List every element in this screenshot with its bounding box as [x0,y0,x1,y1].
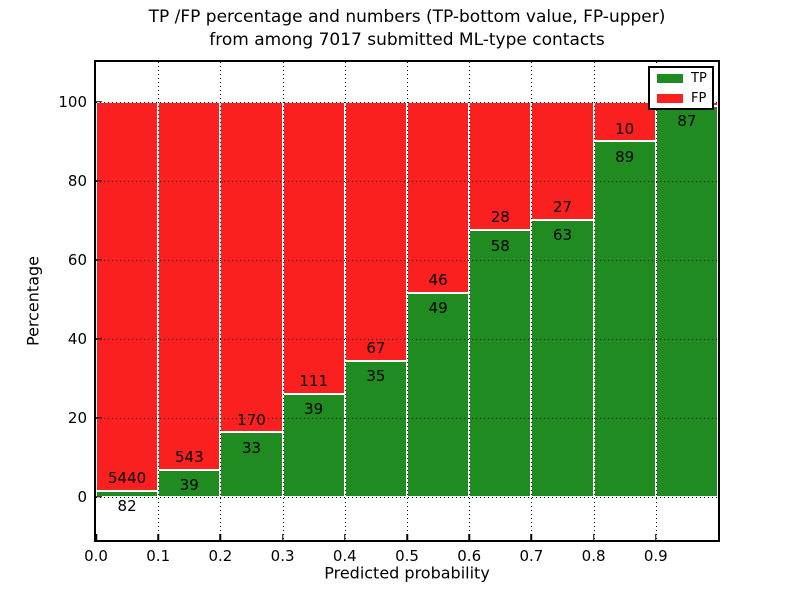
bar-segment-tp [655,105,718,497]
y-tick-label: 80 [67,171,87,190]
x-tick-label: 0.3 [270,547,295,565]
bar-label-fp: 111 [299,372,329,391]
bar-segment-fp [344,101,407,361]
gridline-horizontal [96,180,718,182]
x-tick-label: 0.0 [84,547,108,565]
y-tick-mark [96,495,102,498]
bar-segment-fp [96,101,159,491]
bar-label-tp: 63 [552,226,573,245]
x-tick-mark [281,534,284,540]
bar-segment-tp [593,141,656,497]
x-tick-mark [592,534,595,540]
x-tick-label: 0.6 [457,547,482,565]
bar-segment-fp [282,101,345,394]
x-tick-label: 0.4 [332,547,357,565]
bar-label-tp: 39 [304,400,324,419]
bar-label-fp: 28 [490,208,510,227]
legend-swatch-tp [657,73,683,83]
gridline-horizontal [96,496,718,498]
y-tick-mark [96,416,102,419]
bar-segment-tp [96,490,159,497]
x-tick-label: 0.7 [519,547,544,565]
gridline-vertical [344,62,346,540]
x-tick-label: 0.2 [208,547,233,565]
gridline-vertical [593,62,595,540]
y-tick-mark [96,258,102,261]
legend-swatch-fp [657,93,683,103]
x-tick-label: 0.5 [395,547,419,565]
x-tick-label: 0.1 [146,547,171,565]
x-tick-mark [157,534,159,540]
y-tick-mark [96,100,102,103]
bar-label-fp: 170 [237,410,266,429]
gridline-horizontal [96,259,718,261]
bar-label-tp: 58 [490,236,510,255]
legend-row: FP [650,88,712,108]
y-tick-mark [96,337,102,340]
bar-label-tp: 39 [179,476,199,495]
bar-segment-tp [282,393,345,497]
bar-segment-tp [531,220,594,497]
bar-segment-tp [344,360,407,497]
bar-segment-tp [158,470,221,497]
x-axis-label: Predicted probability [324,563,490,583]
x-tick-mark [655,534,657,540]
plot-area: TP FP 5440 82 543 39 170 33 111 39 67 35 46 49 28 58 27… [58,60,720,565]
bar-label-fp: 67 [366,339,386,358]
chart-title: TP /FP percentage and numbers (TP-bottom… [148,7,666,27]
bar-label-fp: 46 [428,271,448,290]
bar-label-fp: 10 [615,119,635,138]
gridline-horizontal [96,417,718,419]
legend-label-fp: FP [691,90,707,106]
gridline-vertical [407,62,408,540]
chart-title-block: TP /FP percentage and numbers (TP-bottom… [96,6,718,52]
chart-subtitle: from among 7017 submitted ML-type contac… [209,30,605,50]
x-tick-mark [468,534,470,540]
bar-segment-fp [220,101,283,433]
x-tick-mark [530,534,533,540]
bar-segment-fp [407,101,470,293]
x-tick-label: 0.9 [643,547,668,565]
y-axis-label: Percentage [23,255,43,347]
gridline-vertical [531,62,533,540]
x-tick-label: 0.8 [581,547,606,565]
bar-label-tp: 82 [117,497,137,516]
y-tick-label: 0 [77,487,87,506]
legend-row: TP [650,68,712,88]
y-tick-label: 100 [58,92,87,111]
legend: TP FP [648,66,714,110]
gridline-vertical [655,62,657,540]
bar-segment-fp [158,101,221,471]
x-tick-mark [219,534,222,540]
bar-label-tp: 87 [677,112,697,131]
bar-segment-tp [469,230,532,497]
y-tick-label: 60 [67,250,87,269]
gridline-horizontal [96,338,718,340]
bar-label-tp: 33 [241,438,262,457]
gridline-vertical [158,62,160,540]
gridline-vertical [220,62,222,540]
gridline-vertical [282,62,284,540]
y-tick-label: 40 [67,329,87,348]
y-tick-label: 20 [67,408,87,427]
bar-label-tp: 89 [615,147,635,166]
bar-label-tp: 35 [366,367,386,386]
y-tick-mark [96,179,102,182]
bar-segment-fp [593,101,656,142]
gridline-vertical [469,62,471,540]
bar-label-fp: 27 [552,198,573,217]
bar-label-fp: 543 [174,448,204,467]
bar-segment-tp [407,292,470,497]
x-tick-mark [406,534,408,540]
legend-label-tp: TP [691,70,707,86]
x-tick-mark [95,534,97,540]
bar-label-tp: 49 [428,299,448,318]
x-tick-mark [344,534,346,540]
bar-label-fp: 5440 [108,469,147,488]
gridline-horizontal [96,101,718,103]
bar-segment-fp [531,101,594,220]
